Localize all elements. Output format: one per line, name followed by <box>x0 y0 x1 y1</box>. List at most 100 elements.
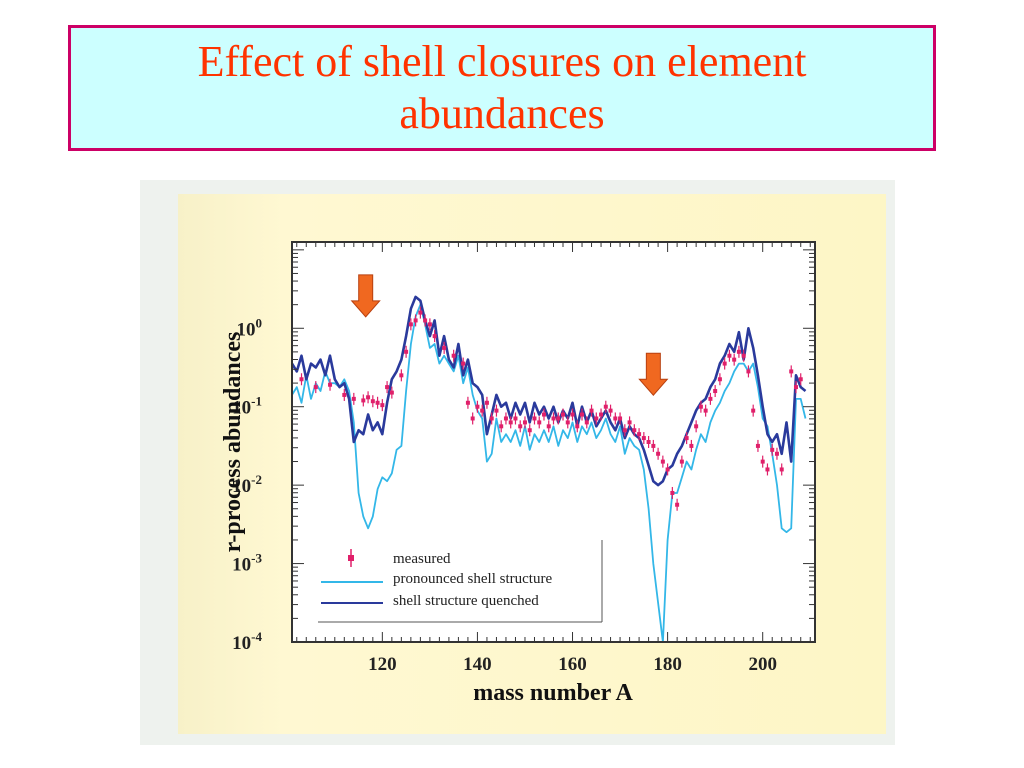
chart-figure: 120 140 160 180 200 100 10-1 10-2 10-3 10-4 mass … <box>140 180 895 745</box>
measured-point <box>713 385 718 398</box>
x-tick-label: 120 <box>368 654 397 675</box>
measured-point <box>717 373 722 386</box>
measured-point <box>342 388 347 401</box>
measured-point <box>537 416 542 429</box>
x-tick-label: 200 <box>748 654 777 675</box>
measured-point <box>584 416 589 429</box>
measured-point <box>798 373 803 386</box>
measured-point <box>361 394 366 407</box>
measured-point <box>499 420 504 433</box>
measured-point <box>670 486 675 499</box>
measured-point <box>380 399 385 412</box>
measured-point <box>513 412 518 425</box>
y-tick-label: 100 <box>237 315 263 340</box>
measured-point <box>313 381 318 394</box>
series-line-quenched <box>290 295 807 487</box>
measured-point <box>741 349 746 362</box>
y-tick-label: 10-3 <box>232 551 262 576</box>
measured-point <box>556 412 561 425</box>
measured-point <box>751 404 756 417</box>
measured-point <box>546 420 551 433</box>
measured-point <box>375 396 380 409</box>
annotation-arrow <box>350 274 381 318</box>
measured-point <box>589 404 594 417</box>
measured-point <box>793 381 798 394</box>
measured-point <box>675 498 680 511</box>
measured-point <box>442 341 447 354</box>
plot-area <box>292 242 815 642</box>
measured-point <box>461 357 466 370</box>
measured-point <box>370 395 375 408</box>
measured-point <box>746 365 751 378</box>
measured-point <box>489 412 494 425</box>
measured-point <box>475 400 480 413</box>
measured-point <box>508 416 513 429</box>
measured-point <box>399 369 404 382</box>
measured-point <box>299 373 304 386</box>
measured-point <box>646 436 651 448</box>
measured-point <box>580 408 585 421</box>
measured-point <box>561 408 566 421</box>
measured-point <box>689 439 694 452</box>
legend-label-measured: measured <box>393 551 451 567</box>
measured-point <box>760 455 765 468</box>
measured-point <box>698 400 703 413</box>
measured-point <box>665 463 670 476</box>
measured-point <box>389 386 394 399</box>
measured-point <box>765 463 770 476</box>
series-line-pronounced <box>291 303 807 643</box>
measured-point <box>599 408 604 421</box>
measured-point <box>637 428 642 441</box>
legend: measured pronounced shell structure shel… <box>318 540 603 623</box>
measured-point <box>423 314 428 327</box>
measured-point <box>608 404 613 417</box>
measured-point <box>518 420 523 433</box>
measured-point <box>603 400 608 413</box>
measured-point <box>632 424 637 437</box>
measured-point <box>470 412 475 425</box>
measured-point <box>575 420 580 433</box>
measured-point <box>565 416 570 429</box>
measured-point <box>651 439 656 452</box>
measured-point <box>570 408 575 421</box>
legend-marker-measured <box>348 549 354 567</box>
measured-point <box>551 412 556 425</box>
measured-point <box>774 447 779 460</box>
measured-point <box>789 365 794 378</box>
measured-point <box>708 392 713 405</box>
measured-point <box>404 345 409 358</box>
measured-point <box>622 424 627 437</box>
measured-point <box>770 443 775 456</box>
x-tick-label: 180 <box>653 654 682 675</box>
legend-label-quenched: shell structure quenched <box>393 593 539 609</box>
measured-point <box>684 432 689 445</box>
measured-point <box>732 353 737 366</box>
title-box: Effect of shell closures on element abun… <box>68 25 936 151</box>
measured-point <box>366 391 371 404</box>
measured-point <box>618 412 623 425</box>
measured-point <box>727 349 732 362</box>
measured-point <box>465 396 470 409</box>
y-axis-title: r-process abundances <box>220 332 246 553</box>
measured-point <box>755 439 760 452</box>
measured-point <box>451 349 456 362</box>
measured-point <box>779 463 784 476</box>
measured-point <box>641 432 646 445</box>
measured-point <box>413 314 418 327</box>
x-axis-title: mass number A <box>473 680 633 706</box>
x-tick-label: 140 <box>463 654 492 675</box>
measured-point <box>427 318 432 331</box>
measured-point <box>494 404 499 417</box>
measured-point <box>594 412 599 425</box>
measured-point <box>736 345 741 358</box>
measured-point <box>408 318 413 331</box>
measured-point <box>484 396 489 409</box>
measured-point <box>541 408 546 421</box>
measured-point <box>703 404 708 417</box>
measured-point <box>660 455 665 468</box>
annotation-arrow <box>638 352 669 397</box>
y-tick-label: 10-2 <box>232 472 262 497</box>
measured-point <box>694 420 699 433</box>
measured-point <box>480 404 485 417</box>
x-tick-label: 160 <box>558 654 587 675</box>
